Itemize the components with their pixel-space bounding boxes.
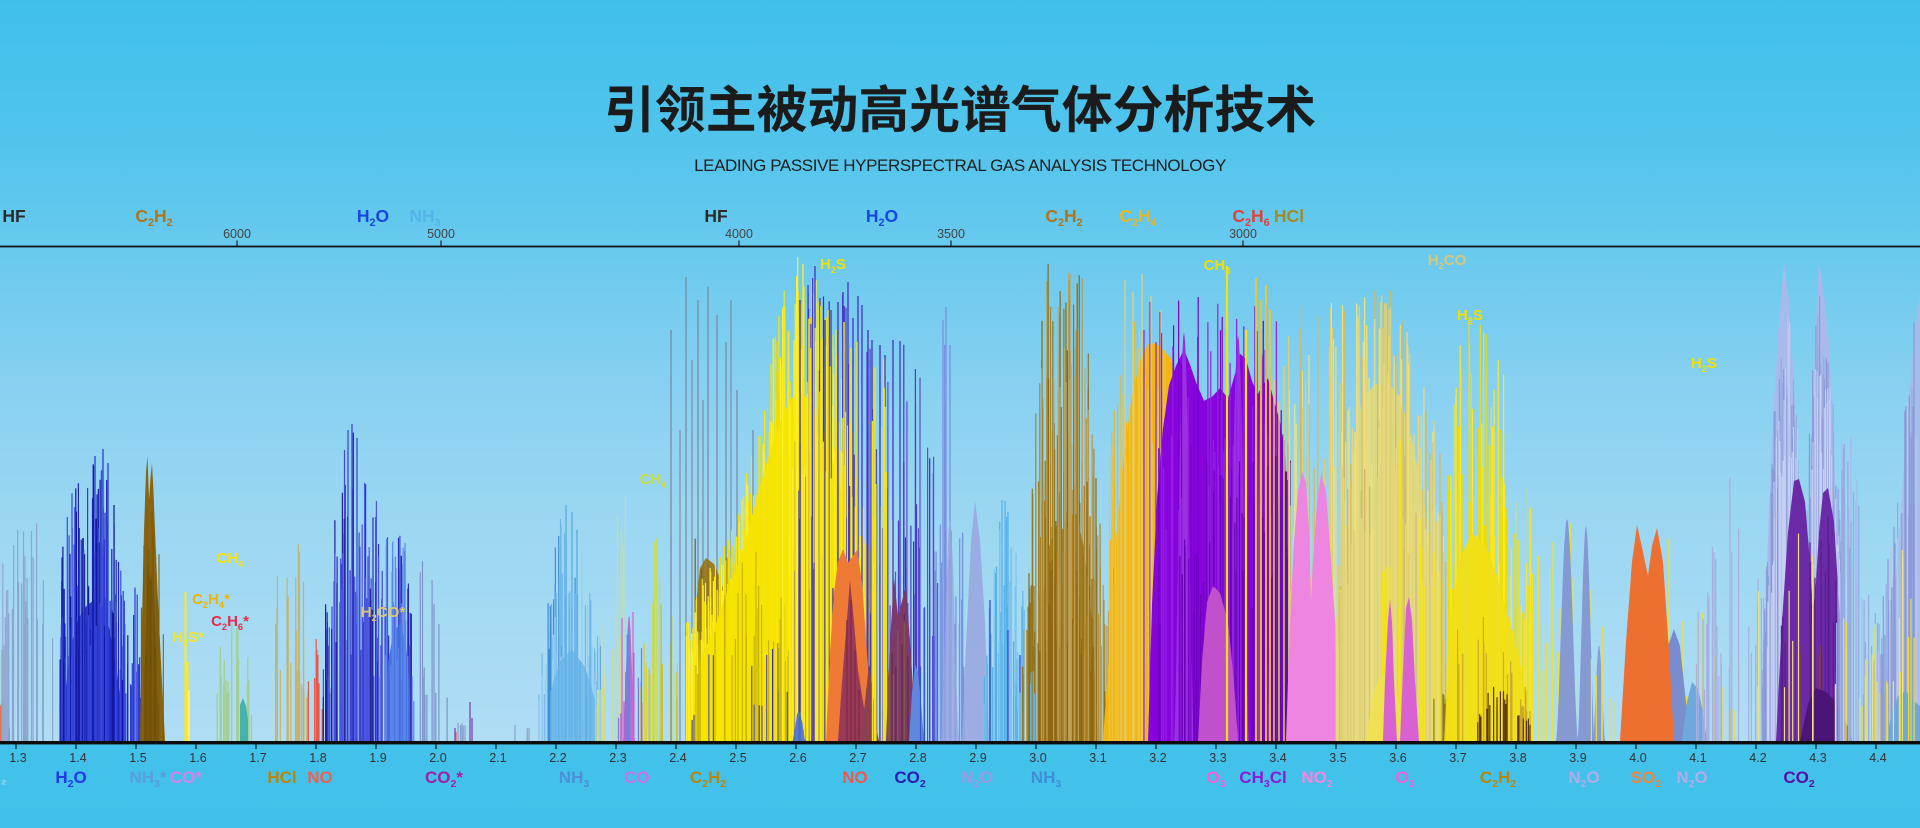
- svg-text:C2​H6​*: C2​H6​*: [211, 613, 249, 632]
- svg-text:CO*: CO*: [170, 768, 203, 787]
- svg-text:CO2​*: CO2​*: [425, 768, 463, 790]
- svg-text:3500: 3500: [937, 227, 965, 241]
- svg-text:3.4: 3.4: [1269, 751, 1286, 765]
- svg-text:2.3: 2.3: [609, 751, 626, 765]
- svg-text:3.2: 3.2: [1149, 751, 1166, 765]
- svg-text:1.6: 1.6: [189, 751, 206, 765]
- svg-text:C2​H2​: C2​H2​: [690, 768, 726, 790]
- svg-text:2.4: 2.4: [669, 751, 686, 765]
- svg-text:3.6: 3.6: [1389, 751, 1406, 765]
- svg-text:CO2​: CO2​: [1783, 768, 1815, 790]
- svg-text:4.3: 4.3: [1809, 751, 1826, 765]
- svg-text:NH3​: NH3​: [409, 206, 440, 229]
- svg-text:3.5: 3.5: [1329, 751, 1346, 765]
- svg-text:2.1: 2.1: [489, 751, 506, 765]
- svg-text:₂: ₂: [1, 773, 6, 787]
- svg-text:3.3: 3.3: [1209, 751, 1226, 765]
- svg-text:C2​H4​*: C2​H4​*: [192, 591, 230, 610]
- svg-text:HF: HF: [2, 206, 26, 226]
- svg-text:NH3​: NH3​: [1031, 768, 1062, 790]
- svg-text:H2​CO: H2​CO: [1428, 252, 1467, 271]
- svg-text:NH3​: NH3​: [559, 768, 590, 790]
- svg-text:N2​O: N2​O: [1568, 768, 1599, 790]
- svg-text:3.9: 3.9: [1569, 751, 1586, 765]
- svg-text:CO: CO: [624, 768, 650, 787]
- svg-text:H2​S: H2​S: [1457, 307, 1483, 326]
- svg-text:4.0: 4.0: [1629, 751, 1646, 765]
- svg-text:1.7: 1.7: [249, 751, 266, 765]
- svg-text:3.8: 3.8: [1509, 751, 1526, 765]
- svg-text:4000: 4000: [725, 227, 753, 241]
- svg-text:1.4: 1.4: [69, 751, 86, 765]
- svg-text:CH4​: CH4​: [640, 471, 668, 490]
- svg-text:H2​O: H2​O: [55, 768, 86, 790]
- svg-text:LEADING PASSIVE HYPERSPECTRAL: LEADING PASSIVE HYPERSPECTRAL GAS ANALYS…: [694, 156, 1226, 175]
- svg-text:1.8: 1.8: [309, 751, 326, 765]
- svg-text:NO2​: NO2​: [1301, 768, 1333, 790]
- svg-text:1.9: 1.9: [369, 751, 386, 765]
- svg-text:NO: NO: [842, 768, 868, 787]
- svg-text:O3​: O3​: [1206, 768, 1225, 790]
- svg-text:3.0: 3.0: [1029, 751, 1046, 765]
- svg-text:3.1: 3.1: [1089, 751, 1106, 765]
- svg-text:C2​H2​: C2​H2​: [1045, 206, 1082, 229]
- svg-text:2.7: 2.7: [849, 751, 866, 765]
- svg-text:H2​S*: H2​S*: [172, 629, 204, 648]
- svg-text:1.3: 1.3: [9, 751, 26, 765]
- svg-text:SO2​: SO2​: [1631, 768, 1662, 790]
- svg-text:H2​S: H2​S: [1691, 355, 1717, 374]
- svg-text:N2​O: N2​O: [1676, 768, 1707, 790]
- svg-text:H2​S: H2​S: [820, 256, 846, 275]
- svg-text:H2​CO*: H2​CO*: [361, 604, 406, 623]
- svg-text:CH4​: CH4​: [217, 550, 245, 569]
- svg-text:2.6: 2.6: [789, 751, 806, 765]
- svg-text:2.5: 2.5: [729, 751, 746, 765]
- svg-text:C2​H2​: C2​H2​: [135, 206, 172, 229]
- svg-text:3.7: 3.7: [1449, 751, 1466, 765]
- svg-text:2.0: 2.0: [429, 751, 446, 765]
- svg-text:NO: NO: [307, 768, 333, 787]
- svg-text:HF: HF: [704, 206, 728, 226]
- svg-text:2.2: 2.2: [549, 751, 566, 765]
- svg-text:5000: 5000: [427, 227, 455, 241]
- svg-text:C2​H4​: C2​H4​: [1119, 206, 1156, 229]
- svg-text:4.2: 4.2: [1749, 751, 1766, 765]
- svg-text:CH4​: CH4​: [1204, 257, 1232, 276]
- svg-text:C2​H6​: C2​H6​: [1232, 206, 1269, 229]
- svg-text:CH3​Cl: CH3​Cl: [1239, 768, 1286, 790]
- svg-text:H2​O: H2​O: [357, 206, 389, 229]
- svg-text:HCl: HCl: [1274, 206, 1304, 226]
- svg-text:HCl: HCl: [267, 768, 296, 787]
- svg-text:C2​H2​: C2​H2​: [1480, 768, 1516, 790]
- svg-text:4.4: 4.4: [1869, 751, 1886, 765]
- svg-text:6000: 6000: [223, 227, 251, 241]
- svg-text:N2​O: N2​O: [961, 768, 992, 790]
- svg-text:CO2​: CO2​: [894, 768, 926, 790]
- svg-text:2.9: 2.9: [969, 751, 986, 765]
- svg-text:O3​: O3​: [1395, 768, 1414, 790]
- svg-text:NH3​*: NH3​*: [129, 768, 166, 790]
- svg-text:2.8: 2.8: [909, 751, 926, 765]
- svg-text:H2​O: H2​O: [866, 206, 898, 229]
- svg-text:4.1: 4.1: [1689, 751, 1706, 765]
- svg-text:1.5: 1.5: [129, 751, 146, 765]
- svg-text:3000: 3000: [1229, 227, 1257, 241]
